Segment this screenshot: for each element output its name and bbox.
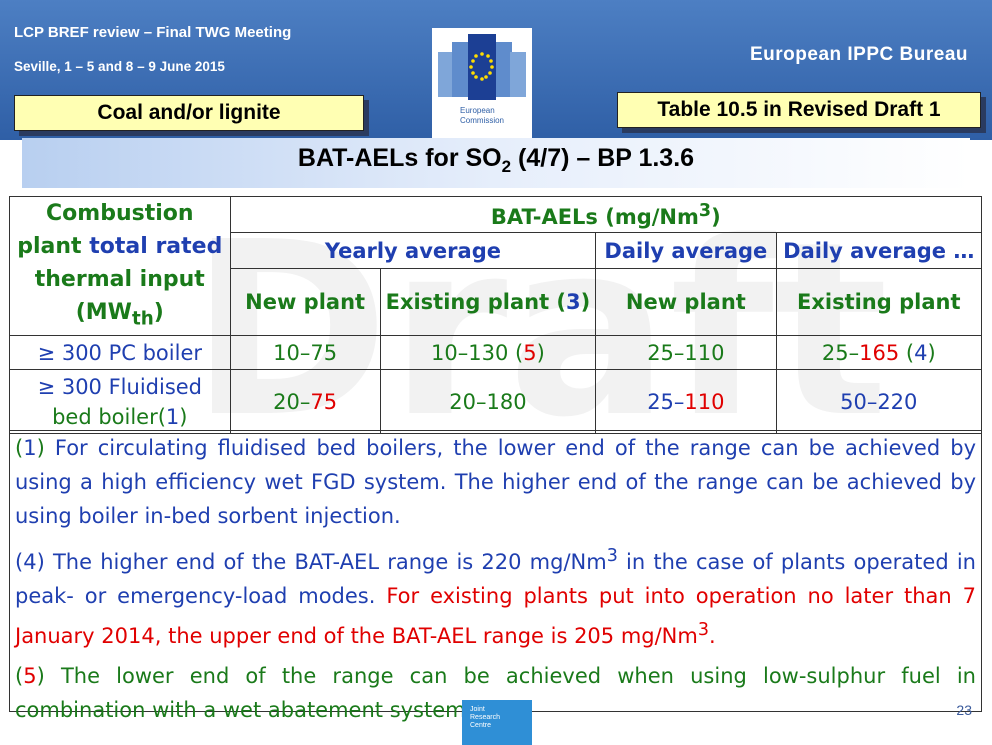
row-label-pc-boiler: ≥ 300 PC boiler [9,335,231,371]
footnote-4: (4) The higher end of the BAT-AEL range … [15,546,976,648]
ec-logo-text: European Commission [460,106,505,125]
row-label-fluidised-bed: ≥ 300 Fluidised bed boiler(1) [9,369,231,435]
cell-value: 50–220 [775,369,982,435]
col-header-daily-2: Daily average … [775,232,982,270]
slide-title-banner: BAT-AELs for SO2 (4/7) – BP 1.3.6 [22,138,970,188]
col-header-bat-aels: BAT-AELs (mg/Nm3) [229,195,983,234]
table-row: ≥ 300 PC boiler 10–75 10–130 (5) 25–110 … [9,335,982,371]
cell-value: 10–130 (5) [379,335,597,371]
col-header-daily: Daily average [595,232,777,270]
meeting-dates: Seville, 1 – 5 and 8 – 9 June 2015 [14,59,225,74]
meeting-title: LCP BREF review – Final TWG Meeting [14,24,292,41]
cell-value: 25–165 (4) [775,335,982,371]
footnote-5: (5) The lower end of the range can be ac… [15,664,976,722]
ec-building-icon [438,34,526,100]
table-row: ≥ 300 Fluidised bed boiler(1) 20–75 20–18… [9,369,982,435]
cell-value: 20–180 [379,369,597,435]
cell-value: 25–110 [595,335,777,371]
cell-value: 10–75 [229,335,381,371]
bat-ael-table: Combustion plant total rated thermal inp… [9,195,983,435]
jrc-logo: Joint Research Centre [462,700,532,745]
col-header-new-plant-daily: New plant [595,268,777,337]
slide-title: BAT-AELs for SO2 (4/7) – BP 1.3.6 [297,144,695,176]
european-commission-logo: European Commission [432,28,532,140]
col-header-thermal-input: Combustion plant total rated thermal inp… [9,195,231,337]
col-header-existing-plant-daily: Existing plant [775,268,982,337]
fuel-type-label: Coal and/or lignite [14,95,364,131]
page-number: 23 [956,702,972,718]
footnotes-box: (1) For circulating fluidised bed boiler… [9,430,982,722]
col-header-existing-plant: Existing plant (3) [379,268,597,337]
col-header-new-plant: New plant [229,268,381,337]
cell-value: 20–75 [229,369,381,435]
cell-value: 25–110 [595,369,777,435]
table-reference-label: Table 10.5 in Revised Draft 1 [617,92,981,128]
footnote-1: (1) For circulating fluidised bed boiler… [15,436,977,528]
col-header-yearly: Yearly average [229,232,597,270]
bureau-name: European IPPC Bureau [750,44,968,65]
